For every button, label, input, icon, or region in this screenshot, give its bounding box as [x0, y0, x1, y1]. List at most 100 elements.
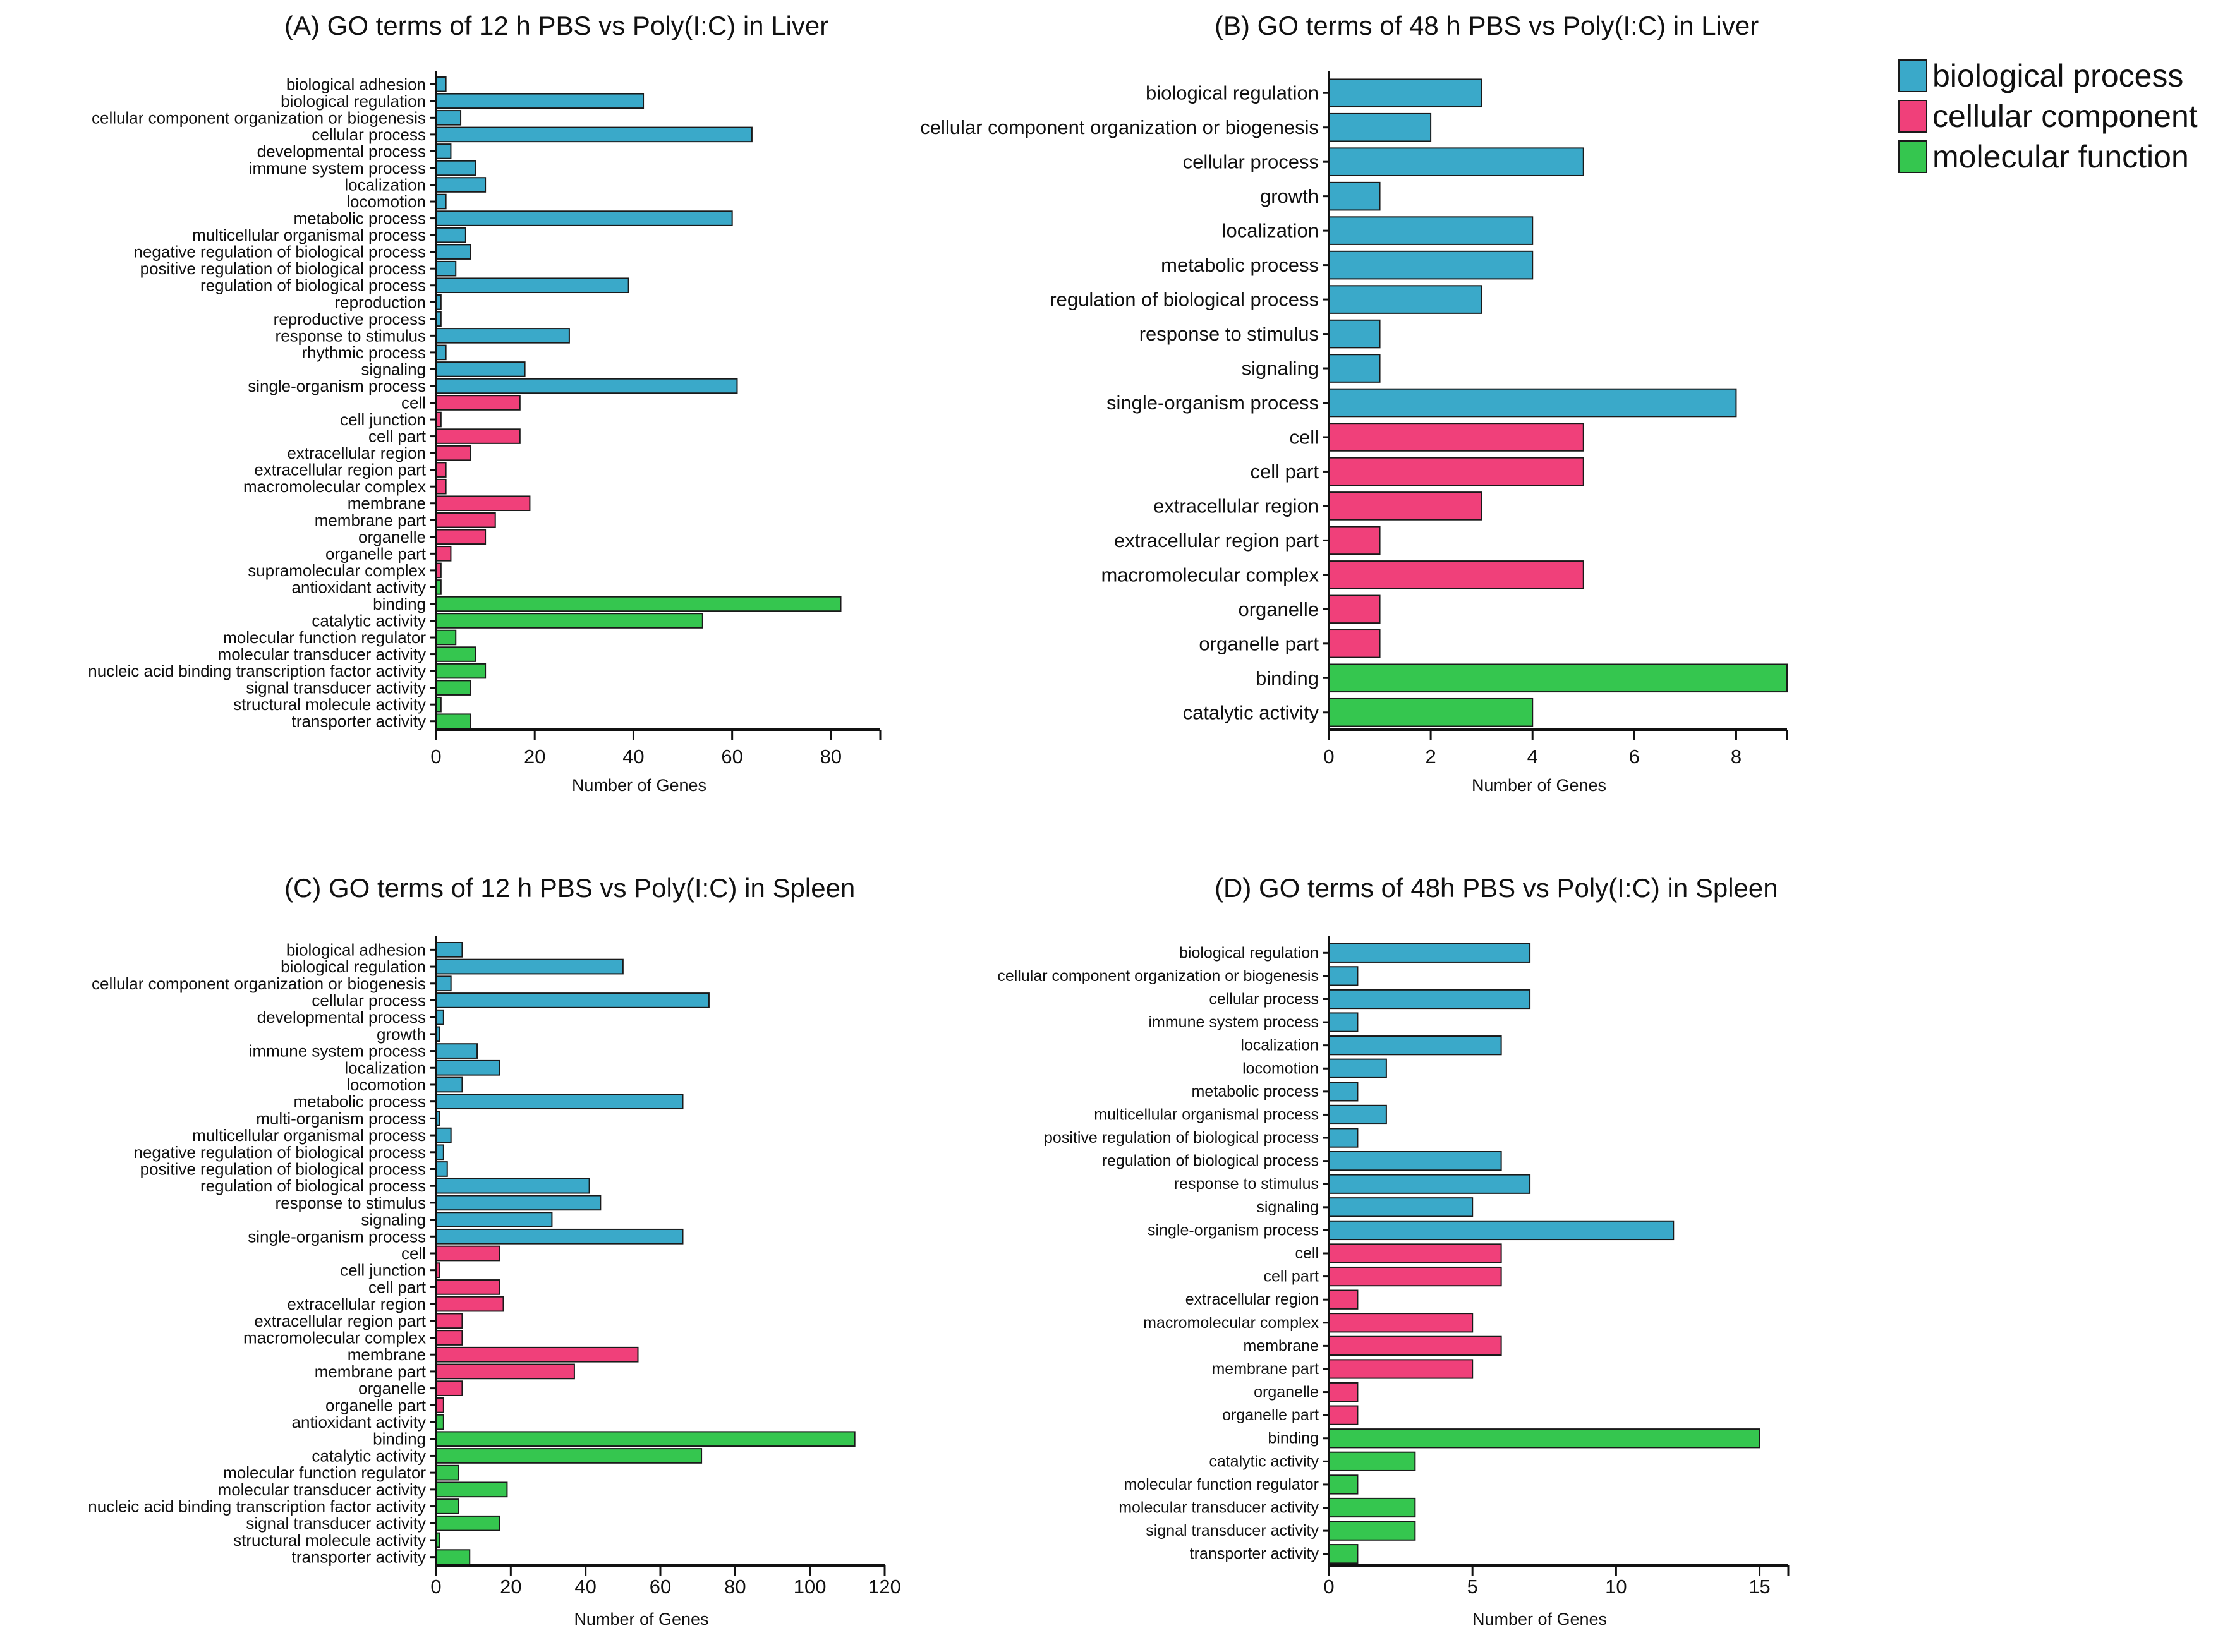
x-tick-label: 20: [500, 1576, 521, 1598]
category-label: membrane part: [1211, 1360, 1319, 1378]
x-tick-label: 5: [1467, 1576, 1478, 1598]
bar: [435, 1094, 684, 1110]
category-label: cell: [401, 1244, 426, 1263]
legend-label: cellular component: [1932, 99, 2198, 134]
bar: [1328, 1266, 1502, 1287]
bar: [435, 680, 471, 696]
category-label: macromolecular complex: [243, 1329, 426, 1348]
category-label: signal transducer activity: [1146, 1522, 1319, 1540]
category-label: membrane part: [315, 1362, 427, 1381]
bar: [435, 1127, 452, 1143]
x-axis-label: Number of Genes: [572, 776, 706, 795]
category-label: organelle: [358, 1379, 426, 1398]
category-label: regulation of biological process: [200, 276, 426, 295]
category-label: organelle part: [1199, 632, 1319, 654]
category-label: locomotion: [346, 192, 426, 211]
bar: [435, 992, 710, 1008]
legend-label: molecular function: [1932, 139, 2189, 174]
category-label: positive regulation of biological proces…: [140, 259, 426, 278]
category-label: single-organism process: [1148, 1221, 1319, 1239]
category-label: cell: [401, 394, 426, 413]
bar: [1328, 1220, 1675, 1241]
bar: [1328, 1313, 1474, 1333]
category-label: regulation of biological process: [1102, 1152, 1319, 1170]
bar: [435, 546, 452, 562]
category-label: positive regulation of biological proces…: [1044, 1129, 1319, 1147]
category-label: extracellular region: [287, 443, 426, 462]
chart-title: (A) GO terms of 12 h PBS vs Poly(I:C) in…: [284, 11, 828, 40]
category-label: metabolic process: [293, 1092, 426, 1111]
bar: [1328, 1128, 1359, 1148]
category-label: antioxidant activity: [292, 1413, 426, 1432]
bar: [435, 1330, 463, 1346]
bar: [435, 378, 738, 394]
category-label: response to stimulus: [1139, 323, 1319, 345]
category-label: binding: [373, 1430, 426, 1449]
category-label: cellular component organization or bioge…: [997, 967, 1319, 985]
legend-swatch: [1898, 59, 1927, 92]
bar: [1328, 354, 1381, 383]
x-tick-label: 40: [622, 745, 644, 768]
category-label: cell part: [1250, 461, 1319, 483]
x-tick-label: 60: [650, 1576, 671, 1598]
category-label: biological regulation: [1146, 82, 1319, 104]
bar: [435, 395, 521, 411]
bar: [435, 1178, 590, 1194]
category-label: multicellular organismal process: [192, 226, 426, 244]
bar: [435, 445, 471, 461]
bar: [435, 1549, 471, 1565]
category-label: extracellular region part: [254, 461, 426, 479]
chart-panel-2: (C) GO terms of 12 h PBS vs Poly(I:C) in…: [88, 873, 901, 1629]
category-label: metabolic process: [293, 209, 426, 228]
bar: [1328, 1451, 1416, 1471]
category-label: response to stimulus: [1174, 1175, 1319, 1193]
x-tick-label: 4: [1527, 745, 1538, 768]
bar: [435, 143, 452, 159]
x-tick-label: 0: [430, 1576, 441, 1598]
category-label: cell part: [1263, 1268, 1319, 1286]
category-label: response to stimulus: [276, 326, 426, 345]
bar: [1328, 1243, 1502, 1263]
bar: [435, 1448, 703, 1464]
bar: [435, 942, 463, 958]
category-label: signal transducer activity: [246, 1514, 426, 1533]
category-label: locomotion: [346, 1075, 426, 1094]
bar: [435, 596, 842, 612]
category-label: structural molecule activity: [233, 1531, 426, 1550]
category-label: molecular transducer activity: [218, 1480, 426, 1499]
category-label: transporter activity: [292, 1548, 426, 1567]
category-label: cell part: [368, 1277, 427, 1296]
bar: [435, 1481, 508, 1498]
category-label: locomotion: [1242, 1059, 1319, 1077]
x-tick-label: 80: [724, 1576, 746, 1598]
bar: [435, 177, 487, 193]
category-label: localization: [1240, 1037, 1319, 1054]
bar: [435, 1279, 500, 1295]
bar: [1328, 1150, 1502, 1171]
bar: [435, 227, 466, 243]
x-tick-label: 15: [1748, 1576, 1770, 1598]
bar: [435, 160, 476, 176]
category-label: growth: [1260, 185, 1319, 207]
category-label: binding: [1256, 667, 1319, 689]
bar: [1328, 388, 1737, 418]
x-tick-label: 100: [794, 1576, 827, 1598]
category-label: cell junction: [340, 1261, 426, 1280]
category-label: cellular process: [312, 125, 426, 144]
bar: [435, 1380, 463, 1396]
bar: [435, 1076, 463, 1093]
category-label: membrane: [1244, 1337, 1319, 1354]
category-label: multi-organism process: [256, 1109, 426, 1128]
bar: [1328, 319, 1381, 349]
bar: [435, 1346, 639, 1363]
category-label: molecular transducer activity: [218, 645, 426, 664]
category-label: single-organism process: [1106, 392, 1319, 414]
category-label: negative regulation of biological proces…: [133, 243, 426, 262]
bar: [1328, 594, 1381, 624]
bar: [435, 1212, 553, 1227]
bar: [1328, 1289, 1359, 1310]
category-label: cellular process: [1209, 990, 1319, 1008]
bar: [435, 93, 645, 109]
bar: [1328, 697, 1534, 727]
